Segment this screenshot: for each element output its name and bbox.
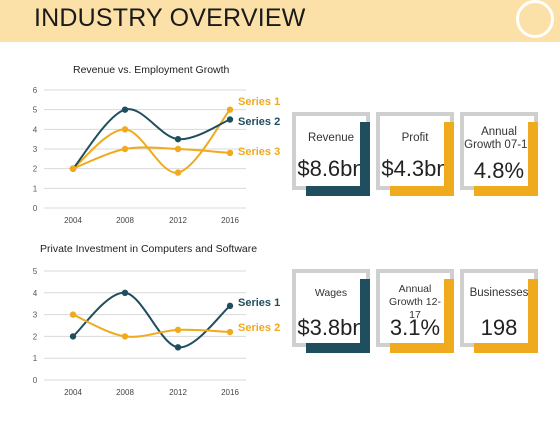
x-tick-label: 2004 bbox=[64, 388, 82, 397]
kpi-label: Revenue bbox=[307, 132, 355, 144]
data-point bbox=[174, 326, 182, 334]
page-title: INDUSTRY OVERVIEW bbox=[34, 4, 306, 32]
kpi-value: $4.3bn bbox=[381, 156, 449, 181]
data-point bbox=[226, 106, 234, 113]
data-point bbox=[226, 302, 234, 310]
card-accent bbox=[444, 279, 454, 353]
y-tick-label: 5 bbox=[33, 267, 38, 276]
card-accent bbox=[474, 186, 538, 196]
kpi-label: Profit bbox=[401, 132, 429, 144]
line-chart-2: 0 1 2 3 4 5 2004 2008 2012 2016 Series 1 Series 2 bbox=[33, 267, 280, 397]
data-point bbox=[226, 116, 234, 123]
card-accent bbox=[360, 122, 370, 196]
y-tick-label: 0 bbox=[33, 204, 38, 213]
y-tick-label: 4 bbox=[33, 289, 38, 298]
chart-revenue-employment: Revenue vs. Employment Growth 0 1 2 3 4 5 6 200… bbox=[0, 60, 290, 235]
chart-title: Private Investment in Computers and Soft… bbox=[40, 243, 258, 255]
card-accent bbox=[474, 343, 538, 353]
series-line bbox=[72, 108, 231, 170]
card-accent bbox=[360, 279, 370, 353]
kpi-label: Wages bbox=[314, 287, 348, 299]
chart-private-investment: Private Investment in Computers and Soft… bbox=[0, 240, 290, 420]
kpi-value: 4.8% bbox=[473, 158, 525, 183]
card-accent bbox=[306, 343, 370, 353]
kpi-label: Annual Growth 12-17 bbox=[389, 283, 441, 321]
series-line bbox=[72, 291, 231, 349]
circle-icon bbox=[516, 0, 554, 38]
card-accent bbox=[528, 122, 538, 196]
series-label: Series 2 bbox=[238, 322, 280, 334]
data-point bbox=[69, 165, 77, 172]
y-tick-label: 2 bbox=[33, 332, 38, 341]
data-point bbox=[226, 149, 234, 157]
kpi-card-annual-growth-07-12: Annual Growth 07-12 4.8% bbox=[460, 112, 538, 190]
kpi-card-profit: Profit $4.3bn bbox=[376, 112, 454, 190]
card-accent bbox=[528, 279, 538, 353]
series-label: Series 3 bbox=[238, 146, 280, 158]
data-point bbox=[226, 328, 234, 336]
y-tick-label: 5 bbox=[33, 106, 38, 115]
x-tick-label: 2008 bbox=[116, 388, 134, 397]
y-tick-label: 3 bbox=[33, 311, 38, 320]
kpi-value: 3.1% bbox=[389, 315, 441, 340]
y-tick-label: 6 bbox=[33, 86, 38, 95]
data-point bbox=[121, 333, 129, 340]
kpi-card-businesses: Businesses 198 bbox=[460, 269, 538, 347]
series-label: Series 2 bbox=[238, 116, 280, 128]
data-point bbox=[174, 344, 182, 351]
x-tick-label: 2016 bbox=[221, 388, 239, 397]
kpi-label: Annual Growth 07-12 bbox=[464, 126, 534, 151]
series-line bbox=[72, 313, 231, 338]
x-tick-label: 2008 bbox=[116, 216, 134, 225]
series-label: Series 1 bbox=[238, 96, 280, 108]
series-line bbox=[72, 109, 231, 174]
card-accent bbox=[390, 186, 454, 196]
data-point bbox=[121, 106, 129, 113]
chart-title: Revenue vs. Employment Growth bbox=[73, 64, 230, 76]
card-accent bbox=[390, 343, 454, 353]
y-tick-label: 1 bbox=[33, 184, 38, 193]
data-point bbox=[121, 289, 129, 296]
x-tick-label: 2004 bbox=[64, 216, 82, 225]
y-tick-label: 0 bbox=[33, 376, 38, 385]
kpi-label: Businesses bbox=[469, 287, 529, 299]
line-chart-1: 0 1 2 3 4 5 6 2004 2008 2012 2016 Series 1 Series 2 S… bbox=[33, 86, 280, 225]
kpi-card-annual-growth-12-17: Annual Growth 12-17 3.1% bbox=[376, 269, 454, 347]
data-point bbox=[174, 145, 182, 153]
card-accent bbox=[444, 122, 454, 196]
kpi-value: 198 bbox=[480, 315, 518, 340]
y-tick-label: 2 bbox=[33, 165, 38, 174]
series-label: Series 1 bbox=[238, 297, 280, 309]
x-tick-label: 2016 bbox=[221, 216, 239, 225]
data-point bbox=[121, 126, 129, 133]
kpi-value: $8.6bn bbox=[297, 156, 365, 181]
data-point bbox=[69, 333, 77, 340]
kpi-card-wages: Wages $3.8bn bbox=[292, 269, 370, 347]
y-tick-label: 4 bbox=[33, 125, 38, 134]
data-point bbox=[174, 135, 182, 143]
data-point bbox=[69, 311, 77, 318]
x-tick-label: 2012 bbox=[169, 388, 187, 397]
card-accent bbox=[306, 186, 370, 196]
y-tick-label: 3 bbox=[33, 145, 38, 154]
header-bar: INDUSTRY OVERVIEW bbox=[0, 0, 560, 42]
data-point bbox=[121, 145, 129, 153]
x-tick-label: 2012 bbox=[169, 216, 187, 225]
kpi-value: $3.8bn bbox=[297, 315, 365, 340]
series-line bbox=[72, 146, 231, 170]
data-point bbox=[174, 169, 182, 176]
kpi-card-revenue: Revenue $8.6bn bbox=[292, 112, 370, 190]
y-tick-label: 1 bbox=[33, 354, 38, 363]
